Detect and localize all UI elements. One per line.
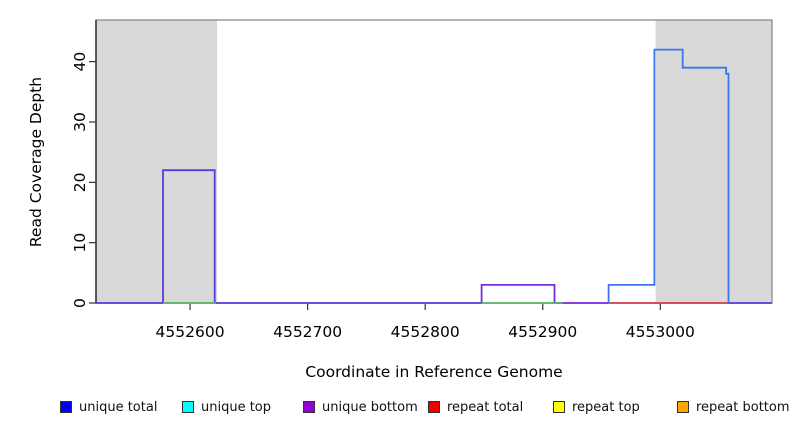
series-unique-coverage-left-step xyxy=(96,169,482,304)
legend-item-repeat-total: repeat total xyxy=(428,399,524,415)
legend-item-repeat-top: repeat top xyxy=(553,399,640,415)
legend-label: repeat bottom xyxy=(696,399,790,415)
legend-swatch-unique-bottom xyxy=(303,401,315,413)
x-tick-label: 4552600 xyxy=(156,323,225,341)
legend-swatch-unique-top xyxy=(182,401,194,413)
legend-label: unique bottom xyxy=(322,399,418,415)
y-tick-label: 10 xyxy=(71,233,89,253)
legend-label: unique total xyxy=(79,399,158,415)
series-unique-bottom-mid-step xyxy=(480,283,609,304)
legend-item-unique-top: unique top xyxy=(182,399,272,415)
series-unique-total-right-peak xyxy=(607,48,730,303)
legend-item-unique-bottom: unique bottom xyxy=(303,399,418,415)
legend-label: unique top xyxy=(201,399,272,415)
x-tick-label: 4552800 xyxy=(391,323,460,341)
repeat-regions-layer xyxy=(96,20,772,303)
legend-item-unique-total: unique total xyxy=(60,399,158,415)
legend-swatch-repeat-bottom xyxy=(677,401,689,413)
repeat-region-right xyxy=(655,20,772,303)
x-tick-label: 4552900 xyxy=(508,323,577,341)
legend-label: repeat total xyxy=(447,399,524,415)
coverage-chart: 4552600 4552700 4552800 4552900 4553000 0 10 20… xyxy=(27,19,773,381)
y-tick-label: 0 xyxy=(71,298,89,308)
legend-swatch-unique-total xyxy=(60,401,72,413)
x-tick-label: 4553000 xyxy=(626,323,695,341)
y-tick-label: 20 xyxy=(71,172,89,192)
repeat-region-left xyxy=(96,20,218,303)
x-tick-label: 4552700 xyxy=(273,323,342,341)
y-tick-label: 40 xyxy=(71,52,89,72)
coverage-series-layer xyxy=(96,48,772,304)
legend-swatch-repeat-top xyxy=(553,401,565,413)
chart-legend: unique total unique top unique bottom repea… xyxy=(0,400,792,422)
legend-label: repeat top xyxy=(572,399,640,415)
x-axis-title: Coordinate in Reference Genome xyxy=(305,363,562,381)
y-tick-label: 30 xyxy=(71,112,89,132)
axis-ticks-layer: 4552600 4552700 4552800 4552900 4553000 0 10 20… xyxy=(71,52,695,341)
y-axis-title: Read Coverage Depth xyxy=(27,77,45,247)
legend-item-repeat-bottom: repeat bottom xyxy=(677,399,790,415)
legend-swatch-repeat-total xyxy=(428,401,440,413)
